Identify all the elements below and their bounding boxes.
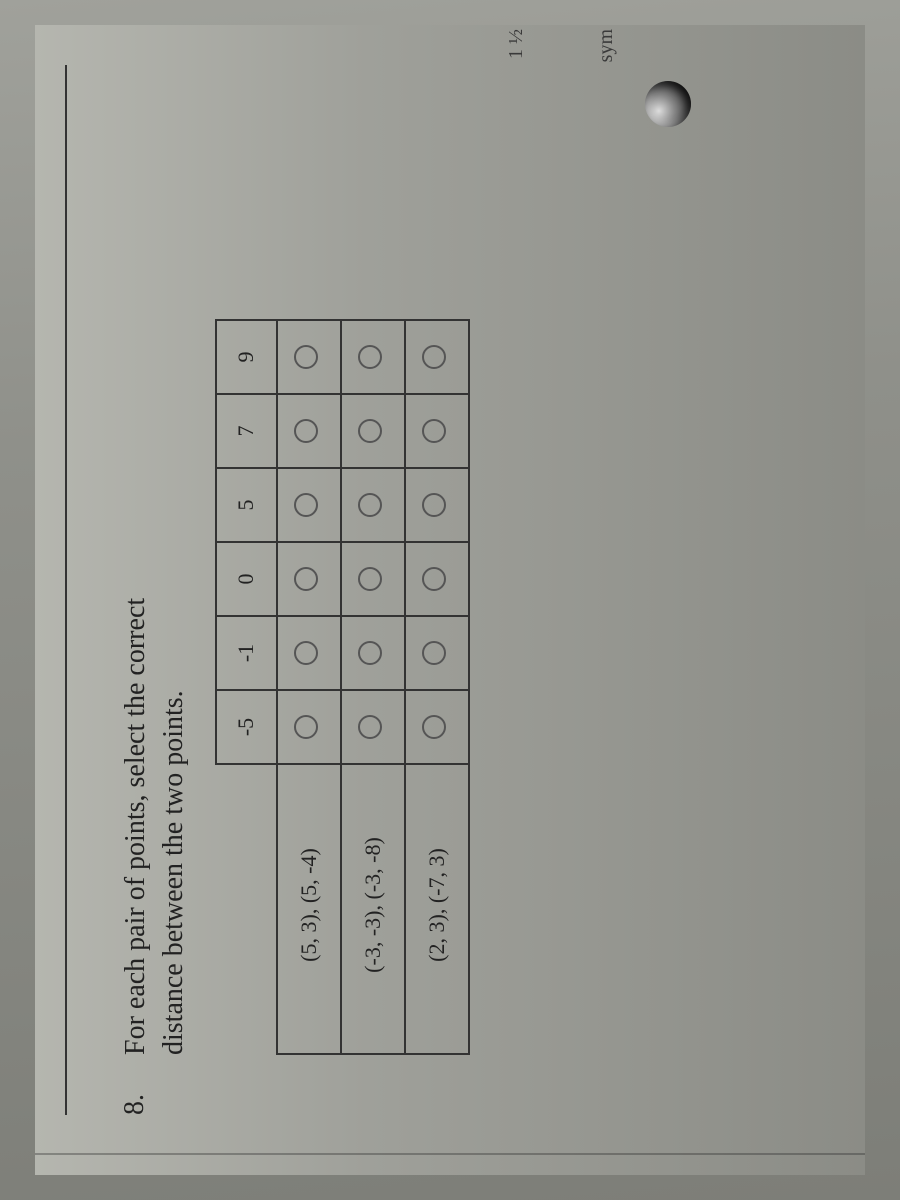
choice-r2-c0[interactable] — [405, 690, 469, 764]
radio-icon — [294, 641, 318, 665]
radio-icon — [422, 493, 446, 517]
worksheet-sheet: 8. For each pair of points, select the c… — [35, 25, 865, 1175]
left-margin-rule — [35, 1153, 865, 1155]
choice-r1-c2[interactable] — [341, 542, 405, 616]
header-blank — [216, 764, 277, 1054]
choice-r1-c0[interactable] — [341, 690, 405, 764]
header-opt-5: 9 — [216, 320, 277, 394]
choice-r0-c4[interactable] — [277, 394, 341, 468]
header-opt-3: 5 — [216, 468, 277, 542]
radio-icon — [358, 345, 382, 369]
pair-label-0: (5, 3), (5, -4) — [277, 764, 341, 1054]
choice-r2-c2[interactable] — [405, 542, 469, 616]
table-header-row: -5 -1 0 5 7 9 — [216, 320, 277, 1054]
section-divider — [65, 65, 67, 1115]
header-opt-4: 7 — [216, 394, 277, 468]
choice-r0-c2[interactable] — [277, 542, 341, 616]
choice-r0-c3[interactable] — [277, 468, 341, 542]
pair-label-1: (-3, -3), (-3, -8) — [341, 764, 405, 1054]
table-row: (-3, -3), (-3, -8) — [341, 320, 405, 1054]
radio-icon — [422, 641, 446, 665]
choice-r2-c3[interactable] — [405, 468, 469, 542]
choice-r2-c5[interactable] — [405, 320, 469, 394]
question-block: 8. For each pair of points, select the c… — [117, 65, 193, 1115]
radio-icon — [294, 345, 318, 369]
radio-icon — [358, 567, 382, 591]
choice-r1-c3[interactable] — [341, 468, 405, 542]
choice-r0-c5[interactable] — [277, 320, 341, 394]
choice-r2-c1[interactable] — [405, 616, 469, 690]
question-text-line2: distance between the two points. — [158, 690, 189, 1055]
header-opt-2: 0 — [216, 542, 277, 616]
pair-label-2: (2, 3), (-7, 3) — [405, 764, 469, 1054]
page-edge-fragment-1: 1 ½ — [505, 29, 528, 59]
choice-r1-c1[interactable] — [341, 616, 405, 690]
question-text: For each pair of points, select the corr… — [117, 65, 193, 1055]
radio-icon — [294, 567, 318, 591]
choice-r0-c0[interactable] — [277, 690, 341, 764]
radio-icon — [294, 715, 318, 739]
choice-r2-c4[interactable] — [405, 394, 469, 468]
radio-icon — [358, 715, 382, 739]
table-row: (5, 3), (5, -4) — [277, 320, 341, 1054]
radio-icon — [422, 567, 446, 591]
distance-table: -5 -1 0 5 7 9 (5, 3), (5, -4) — [215, 319, 470, 1055]
header-opt-0: -5 — [216, 690, 277, 764]
table-row: (2, 3), (-7, 3) — [405, 320, 469, 1054]
answer-table-area: -5 -1 0 5 7 9 (5, 3), (5, -4) — [215, 65, 470, 1055]
binder-hole-reflection — [645, 81, 691, 127]
radio-icon — [422, 715, 446, 739]
radio-icon — [422, 419, 446, 443]
radio-icon — [294, 493, 318, 517]
radio-icon — [358, 641, 382, 665]
choice-r1-c5[interactable] — [341, 320, 405, 394]
choice-r0-c1[interactable] — [277, 616, 341, 690]
question-text-line1: For each pair of points, select the corr… — [120, 598, 151, 1055]
radio-icon — [358, 493, 382, 517]
question-number: 8. — [117, 1055, 151, 1115]
radio-icon — [358, 419, 382, 443]
radio-icon — [294, 419, 318, 443]
page-edge-fragment-2: sym — [595, 29, 618, 62]
page: 8. For each pair of points, select the c… — [0, 0, 900, 1200]
choice-r1-c4[interactable] — [341, 394, 405, 468]
header-opt-1: -1 — [216, 616, 277, 690]
radio-icon — [422, 345, 446, 369]
